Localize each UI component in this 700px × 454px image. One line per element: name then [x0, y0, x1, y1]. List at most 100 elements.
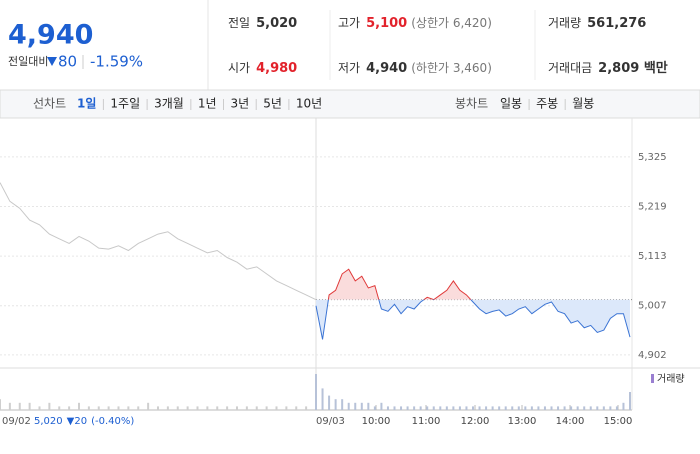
- volume-bar: [347, 402, 350, 410]
- up-line: [327, 268, 472, 300]
- volume-bar: [530, 406, 533, 410]
- volume-bar: [537, 406, 540, 410]
- y-tick-label: 5,219: [638, 201, 667, 212]
- volume-bar: [255, 406, 258, 410]
- change-label: 전일대비: [8, 54, 48, 68]
- stat-value: 2,809 백만: [598, 60, 668, 76]
- volume-bar: [511, 406, 514, 410]
- x-tick-label: 14:00: [556, 416, 585, 427]
- volume-bar: [419, 406, 422, 410]
- volume-bar: [550, 406, 553, 410]
- stat: 전일 5,020: [228, 16, 297, 31]
- x-tick-label: 10:00: [362, 416, 391, 427]
- x-tick-label: 11:00: [412, 416, 441, 427]
- prev-arrow: ▼: [67, 416, 75, 427]
- stat-label: 시가: [228, 61, 250, 75]
- prev-day-line: [0, 182, 317, 301]
- volume-bar: [576, 406, 579, 410]
- candle-tab[interactable]: 주봉: [536, 97, 558, 111]
- candle-tab[interactable]: 일봉: [500, 97, 522, 111]
- volume-bar: [68, 406, 71, 410]
- volume-bar: [117, 406, 120, 410]
- tab-bar: [0, 89, 700, 119]
- volume-bar: [465, 406, 468, 410]
- volume-bar: [543, 406, 546, 410]
- period-tab[interactable]: 1년: [198, 97, 217, 111]
- day-label: 09/03: [316, 416, 345, 427]
- volume-bar: [315, 374, 317, 410]
- x-tick-label: 15:00: [604, 416, 633, 427]
- volume-bar: [127, 406, 130, 410]
- price: 4,940: [8, 20, 93, 51]
- volume-bar: [328, 395, 331, 410]
- volume-bar: [97, 406, 100, 410]
- prev-day-summary: 5,020 ▼20 (-0.40%): [34, 416, 134, 427]
- volume-bar: [596, 406, 599, 410]
- volume-bar: [602, 406, 605, 410]
- volume-bar: [386, 406, 389, 410]
- candle-tab[interactable]: 월봉: [572, 97, 594, 111]
- x-tick-label: 12:00: [461, 416, 490, 427]
- volume-bar: [629, 392, 631, 410]
- period-tab[interactable]: 3년: [231, 97, 250, 111]
- volume-bar: [196, 406, 199, 410]
- volume-bar: [478, 406, 481, 410]
- volume-bar: [609, 406, 612, 410]
- volume-bar: [18, 402, 21, 410]
- volume-bar: [380, 402, 383, 410]
- volume-bar: [517, 406, 520, 410]
- volume-bar: [147, 402, 150, 410]
- volume-bar: [78, 402, 80, 410]
- volume-bar: [413, 406, 416, 410]
- volume-bar: [206, 406, 209, 410]
- change-rate: -1.59%: [90, 53, 143, 71]
- volume-bar: [400, 406, 403, 410]
- volume-bar: [557, 406, 560, 410]
- stat-note: (상한가 6,420): [411, 16, 492, 30]
- volume-bar: [334, 399, 337, 410]
- tab-label: 봉차트: [455, 97, 488, 111]
- x-tick-label: 13:00: [508, 416, 537, 427]
- volume-bar: [48, 402, 51, 410]
- y-tick-label: 5,007: [638, 301, 667, 312]
- volume-bar: [589, 406, 592, 410]
- stat-value: 4,980: [256, 61, 297, 76]
- down-line: [315, 299, 631, 340]
- volume-bar: [498, 406, 501, 410]
- volume-bar: [354, 402, 357, 410]
- stat-note: (하한가 3,460): [411, 61, 492, 75]
- volume-bar: [58, 406, 61, 410]
- period-tab[interactable]: 10년: [296, 97, 322, 111]
- volume-bar: [373, 406, 376, 410]
- volume-bar: [583, 406, 586, 410]
- stat-value: 4,940: [366, 61, 407, 76]
- period-tab[interactable]: 3개월: [154, 97, 184, 111]
- volume-bar: [524, 406, 527, 410]
- period-tab[interactable]: 5년: [263, 97, 282, 111]
- change: 80: [58, 53, 77, 71]
- volume-bar: [452, 406, 455, 410]
- volume-bar: [8, 402, 11, 410]
- volume-bar: [28, 402, 31, 410]
- volume-bar: [504, 406, 507, 410]
- volume-bar: [236, 406, 238, 410]
- volume-legend: 거래량: [657, 373, 685, 385]
- volume-legend-swatch: [651, 374, 654, 383]
- volume-bar: [491, 406, 494, 410]
- volume-bar: [38, 406, 41, 410]
- volume-bar: [245, 406, 248, 410]
- stat-label: 전일: [228, 16, 250, 30]
- period-tab[interactable]: 1주일: [110, 97, 140, 111]
- prev-change-rate: (-0.40%): [91, 416, 134, 427]
- volume-bar: [285, 406, 288, 410]
- volume-bar: [432, 406, 435, 410]
- down-arrow: [47, 57, 57, 66]
- volume-bar: [107, 406, 110, 410]
- stat-label: 거래대금: [548, 61, 592, 75]
- stat: 고가 5,100 (상한가 6,420): [338, 16, 492, 31]
- prev-change: 20: [74, 416, 87, 427]
- period-tab[interactable]: 1일: [77, 97, 96, 111]
- volume-bar: [406, 406, 409, 410]
